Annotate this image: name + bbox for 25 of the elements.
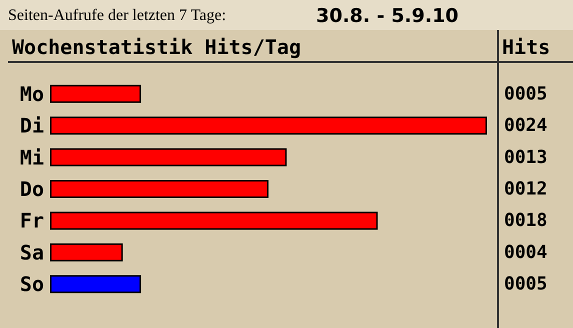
bar [50, 116, 487, 135]
y-tick-label: So [20, 272, 44, 296]
chart-title: Wochenstatistik Hits/Tag [12, 35, 301, 59]
data-label: 0005 [504, 274, 548, 295]
bar [50, 275, 142, 294]
y-tick-label: Do [20, 177, 44, 201]
data-label: 0004 [504, 242, 548, 263]
bar [50, 243, 123, 262]
data-label: 0024 [504, 115, 548, 136]
y-tick-label: Mi [20, 145, 44, 170]
text: 30.8. - 5.9.10 [316, 5, 459, 27]
bar [50, 84, 142, 103]
y-tick-label: Sa [20, 240, 44, 264]
y-tick-label: Fr [20, 208, 44, 233]
bar [50, 148, 287, 166]
bar [50, 180, 268, 198]
chart-subtitle: Seiten-Aufrufe der letzten 7 Tage: [8, 7, 226, 25]
y-tick-label: Di [20, 114, 44, 138]
y2-axis-title: Hits [502, 35, 550, 59]
data-label: 0005 [504, 83, 548, 104]
data-label: 0018 [504, 210, 548, 232]
data-label: 0012 [504, 178, 548, 200]
data-label: 0013 [504, 146, 548, 168]
bar [50, 212, 378, 230]
y-tick-label: Mo [20, 82, 44, 106]
